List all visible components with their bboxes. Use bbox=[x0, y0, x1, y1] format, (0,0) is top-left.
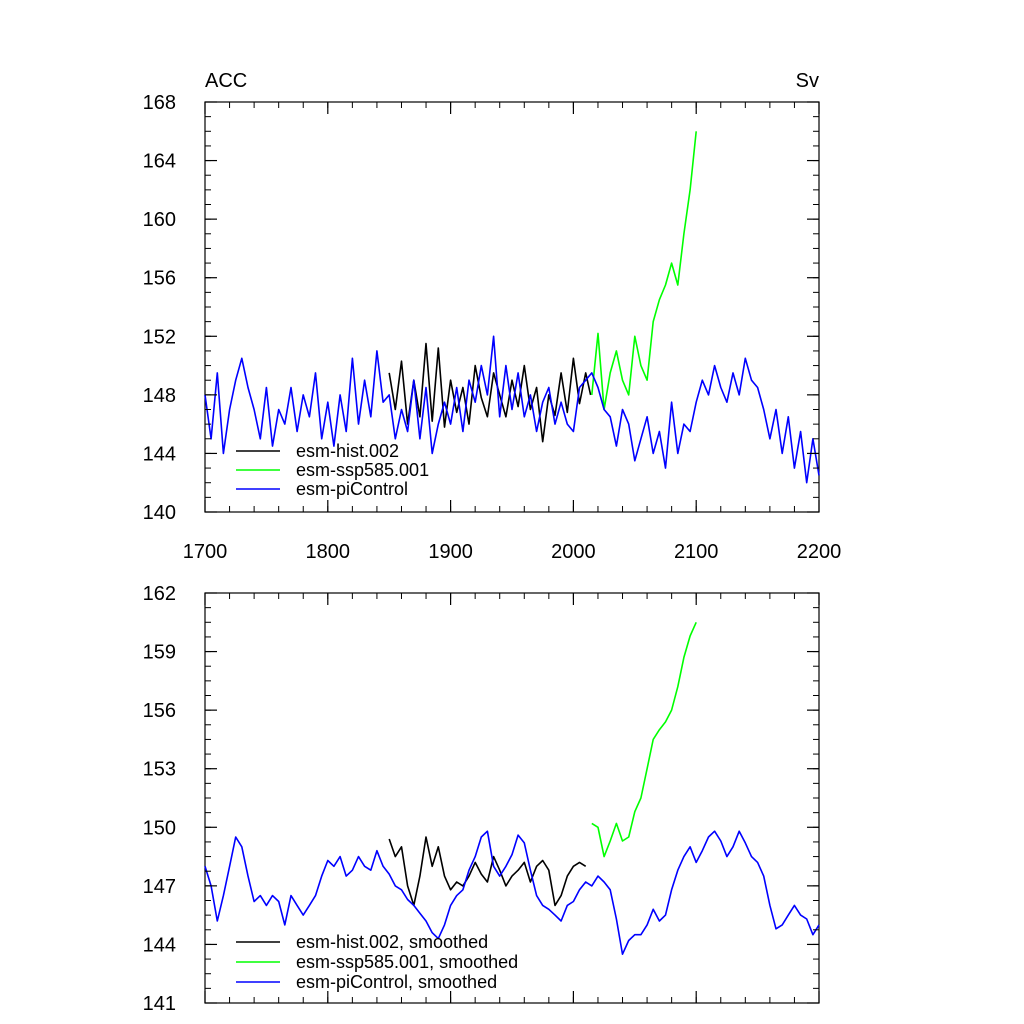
bottom-legend-label-0: esm-hist.002, smoothed bbox=[296, 932, 488, 952]
top-x-tick-label: 2200 bbox=[797, 541, 842, 563]
bottom-series-line-0 bbox=[388, 836, 587, 907]
top-y-tick-label: 144 bbox=[143, 443, 176, 465]
bottom-legend-label-1: esm-ssp585.001, smoothed bbox=[296, 952, 518, 972]
top-y-tick-label: 156 bbox=[143, 268, 176, 290]
top-y-tick-label: 168 bbox=[143, 92, 176, 114]
bottom-series-line-1 bbox=[591, 621, 697, 858]
chart-title-right: Sv bbox=[796, 70, 819, 92]
top-y-tick-label: 152 bbox=[143, 326, 176, 348]
top-x-tick-label: 1900 bbox=[428, 541, 473, 563]
top-x-tick-label: 1700 bbox=[183, 541, 228, 563]
bottom-y-tick-label: 147 bbox=[143, 876, 176, 898]
bottom-y-tick-label: 153 bbox=[143, 759, 176, 781]
top-y-tick-label: 140 bbox=[143, 502, 176, 524]
bottom-y-tick-label: 144 bbox=[143, 934, 176, 956]
bottom-chart-panel: 141 144 147 150 153 156 159 162 esm-hist.002, s… bbox=[143, 583, 820, 1015]
top-legend-label-2: esm-piControl bbox=[296, 479, 408, 499]
top-y-tick-label: 148 bbox=[143, 385, 176, 407]
top-legend-label-0: esm-hist.002 bbox=[296, 441, 399, 461]
top-legend-label-1: esm-ssp585.001 bbox=[296, 460, 429, 480]
top-x-tick-label: 2000 bbox=[551, 541, 596, 563]
top-chart-panel: ACC Sv 140 144 148 152 156 160 164 168 1700 1800 1… bbox=[143, 70, 842, 563]
top-x-tick-label: 1800 bbox=[306, 541, 351, 563]
bottom-y-tick-label: 159 bbox=[143, 642, 176, 664]
bottom-y-tick-label: 150 bbox=[143, 817, 176, 839]
top-x-tick-label: 2100 bbox=[674, 541, 719, 563]
bottom-y-tick-label: 162 bbox=[143, 583, 176, 605]
top-series-line-0 bbox=[388, 342, 592, 443]
chart-title-left: ACC bbox=[205, 70, 247, 92]
top-series-line-2 bbox=[204, 335, 820, 484]
top-y-tick-label: 164 bbox=[143, 151, 176, 173]
bottom-legend-label-2: esm-piControl, smoothed bbox=[296, 972, 497, 992]
bottom-y-tick-label: 156 bbox=[143, 700, 176, 722]
bottom-series-line-2 bbox=[204, 830, 820, 956]
top-series-line-1 bbox=[591, 131, 697, 411]
top-y-tick-label: 160 bbox=[143, 209, 176, 231]
bottom-y-tick-label: 141 bbox=[143, 993, 176, 1015]
